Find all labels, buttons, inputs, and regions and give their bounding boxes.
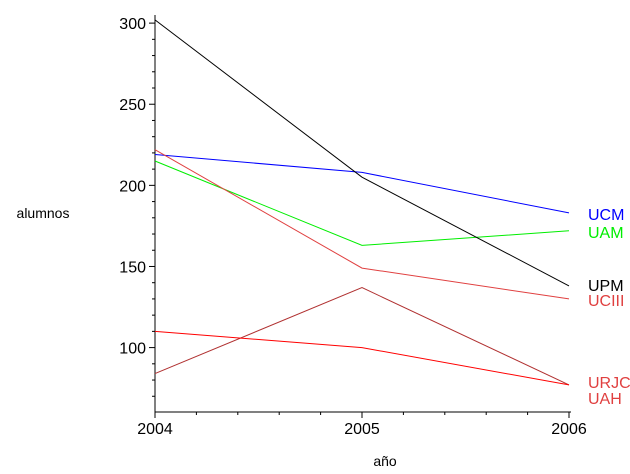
series-label-uah: UAH [588,391,622,408]
y-axis-label: alumnos [17,205,70,221]
series-label-ucm: UCM [588,207,624,224]
series-label-uam: UAM [588,225,624,242]
series-line-uah [154,330,570,386]
series-line-upm [154,19,570,287]
x-tick-label: 2004 [137,421,173,438]
series-label-uciii: UCIII [588,293,624,310]
axes: 100 150 200 250 300 2004 2005 2006 [119,15,587,438]
y-tick-label: 250 [119,97,146,114]
y-tick-label: 200 [119,178,146,195]
y-tick-label: 100 [119,341,146,358]
y-tick-label: 150 [119,259,146,276]
series-line-uam [154,160,570,246]
x-tick-label: 2006 [551,421,587,438]
series-line-urjc [154,287,570,386]
series-label-urjc: URJC [588,375,630,392]
x-tick-label: 2005 [344,421,380,438]
x-axis-label: año [373,453,397,469]
series-label-upm: UPM [588,278,624,295]
y-tick-label: 300 [119,16,146,33]
series-line-uciii [154,149,570,300]
series-lines [154,19,570,386]
series-line-ucm [154,154,570,214]
